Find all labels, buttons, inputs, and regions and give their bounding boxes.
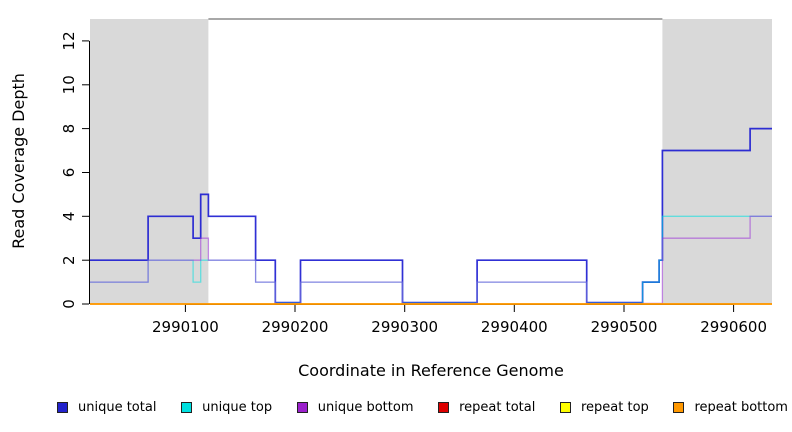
series-unique-bottom [90, 215, 772, 305]
legend-swatch-unique-bottom [296, 401, 308, 413]
y-tick-label: 0 [60, 299, 78, 309]
x-tick-label: 2990300 [371, 318, 438, 336]
y-tick-label: 8 [60, 124, 78, 134]
legend-swatch-unique-total [57, 401, 68, 413]
legend: unique total unique top unique bottom re… [0, 394, 792, 420]
legend-label-repeat-total: repeat total [459, 399, 536, 415]
legend-swatch-repeat-total [438, 401, 450, 413]
x-axis-title: Coordinate in Reference Genome [298, 361, 564, 380]
y-tick-label: 6 [60, 168, 78, 178]
x-tick-label: 2990600 [700, 318, 767, 336]
y-tick-label: 12 [60, 31, 78, 50]
legend-item-unique-bottom: unique bottom [296, 399, 414, 415]
chart-layers: 0 2 4 6 8 10 12 2990100 2990200 2990300 2990400 299… [60, 18, 772, 336]
legend-swatch-repeat-bottom [673, 401, 685, 413]
y-axis-title: Read Coverage Depth [9, 73, 28, 249]
legend-label-repeat-bottom: repeat bottom [694, 399, 788, 415]
coverage-chart: 0 2 4 6 8 10 12 2990100 2990200 2990300 2990400 299… [9, 18, 772, 380]
masked-region [90, 19, 209, 304]
legend-item-unique-total: unique total [57, 400, 156, 415]
legend-swatch-repeat-top [560, 401, 571, 413]
legend-label-repeat-top: repeat top [581, 399, 649, 415]
legend-item-repeat-top: repeat top [560, 400, 649, 415]
x-tick-label: 2990100 [152, 318, 219, 336]
legend-item-unique-top: unique top [181, 400, 272, 415]
masked-region [662, 19, 772, 304]
legend-item-repeat-total: repeat total [438, 400, 535, 415]
y-tick-label: 2 [60, 255, 78, 265]
legend-label-unique-bottom: unique bottom [317, 399, 414, 415]
legend-label-unique-top: unique top [202, 399, 273, 415]
legend-label-unique-total: unique total [78, 399, 157, 415]
x-tick-label: 2990400 [481, 318, 548, 336]
y-tick-label: 4 [60, 212, 78, 222]
legend-swatch-unique-top [181, 401, 193, 413]
x-tick-label: 2990200 [262, 318, 329, 336]
y-tick-label: 10 [60, 75, 78, 94]
x-tick-label: 2990500 [591, 318, 658, 336]
legend-item-repeat-bottom: repeat bottom [673, 400, 788, 415]
